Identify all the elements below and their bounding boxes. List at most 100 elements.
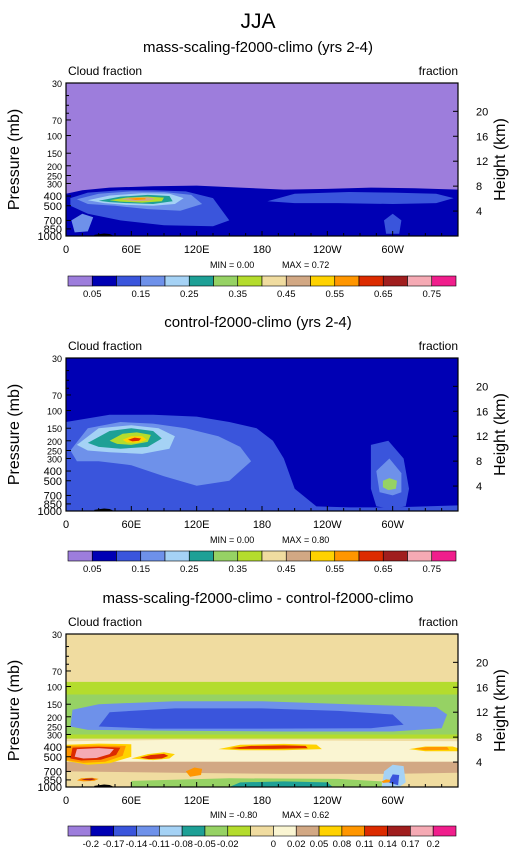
- colorbar-label: 0.45: [277, 289, 296, 300]
- min-label: MIN = -0.80: [210, 810, 257, 820]
- contour-region: [414, 747, 450, 751]
- y-tick-label: 200: [47, 162, 62, 172]
- y-tick-label: 30: [52, 79, 62, 89]
- colorbar-box: [250, 825, 274, 837]
- y-tick-label: 1000: [38, 231, 62, 243]
- colorbar-label: 0.11: [356, 839, 374, 850]
- x-tick-label: 60E: [122, 519, 142, 531]
- terrain-mask: [94, 508, 114, 511]
- right-axis-title: Height (km): [492, 669, 509, 752]
- colorbar-box: [116, 275, 142, 287]
- colorbar-box: [67, 825, 92, 837]
- y-tick-label: 250: [47, 172, 62, 182]
- colorbar-label: -0.17: [103, 839, 125, 850]
- y-tick-label: 500: [44, 476, 62, 488]
- colorbar-label: 0.2: [427, 839, 440, 850]
- colorbar-box: [67, 550, 93, 562]
- y-tick-label: 850: [44, 775, 62, 787]
- colorbar-label: 0.17: [401, 839, 420, 850]
- colorbar-label: -0.2: [83, 839, 99, 850]
- colorbar-box: [188, 550, 214, 562]
- y-tick-label: 300: [47, 179, 62, 189]
- contour-region: [74, 748, 114, 759]
- y-tick-label: 500: [44, 752, 62, 764]
- x-tick-label: 60W: [381, 244, 404, 256]
- left-label: Cloud fraction: [68, 615, 142, 629]
- y-tick-label: 250: [47, 723, 62, 733]
- contour-region: [382, 478, 397, 491]
- left-label: Cloud fraction: [68, 64, 142, 78]
- colorbar-box: [164, 550, 190, 562]
- contour-region: [185, 767, 203, 777]
- colorbar-box: [310, 275, 336, 287]
- left-label: Cloud fraction: [68, 339, 142, 353]
- colorbar-label: 0.65: [374, 289, 393, 300]
- colorbar-label: 0.05: [310, 839, 329, 850]
- y-tick-label: 300: [47, 730, 62, 740]
- colorbar-label: -0.08: [171, 839, 193, 850]
- y-tick-label: 30: [52, 354, 62, 364]
- colorbar-label: 0.08: [333, 839, 352, 850]
- x-tick-label: 180: [253, 795, 271, 807]
- y-tick-label: 400: [44, 466, 62, 478]
- right-tick-label: 20: [476, 657, 488, 669]
- y-tick-label: 150: [47, 424, 62, 434]
- y-tick-label: 30: [52, 630, 62, 640]
- y-axis-title: Pressure (mb): [6, 660, 23, 761]
- right-tick-label: 12: [476, 156, 488, 168]
- max-label: MAX = 0.80: [282, 535, 329, 545]
- colorbar: 0.05 0.15 0.25 0.35 0.45 0.55 0.65 0.75: [67, 275, 457, 300]
- x-tick-label: 60E: [122, 795, 142, 807]
- colorbar-label: 0.75: [423, 289, 442, 300]
- min-label: MIN = 0.00: [210, 535, 254, 545]
- right-tick-label: 4: [476, 481, 482, 493]
- x-tick-label: 120W: [313, 244, 342, 256]
- colorbar-box: [382, 275, 408, 287]
- colorbar-label: -0.02: [217, 839, 239, 850]
- colorbar-box: [431, 275, 457, 287]
- colorbar-box: [213, 275, 239, 287]
- colorbar-box: [387, 825, 411, 837]
- right-tick-label: 16: [476, 131, 488, 143]
- colorbar-box: [116, 550, 142, 562]
- colorbar-box: [310, 550, 336, 562]
- colorbar-box: [140, 275, 166, 287]
- y-tick-label: 850: [44, 499, 62, 511]
- colorbar-label: 0.35: [229, 564, 248, 575]
- y-tick-label: 200: [47, 713, 62, 723]
- panels: mass-scaling-f2000-climo (yrs 2-4)Cloud …: [6, 39, 509, 850]
- right-tick-label: 16: [476, 682, 488, 694]
- colorbar-box: [358, 550, 384, 562]
- colorbar-label: 0.05: [83, 289, 102, 300]
- colorbar-box: [382, 550, 408, 562]
- contour-region: [229, 781, 333, 787]
- x-tick-label: 60W: [381, 795, 404, 807]
- y-tick-label: 100: [47, 683, 62, 693]
- colorbar-label: 0.15: [132, 289, 151, 300]
- contour-region: [128, 197, 146, 200]
- right-tick-label: 16: [476, 406, 488, 418]
- contour-region: [267, 192, 454, 204]
- colorbar: 0.05 0.15 0.25 0.35 0.45 0.55 0.65 0.75: [67, 550, 457, 575]
- right-tick-label: 8: [476, 732, 482, 744]
- colorbar-box: [341, 825, 366, 837]
- x-tick-label: 120W: [313, 519, 342, 531]
- contour-region: [381, 779, 391, 783]
- y-tick-label: 250: [47, 447, 62, 457]
- colorbar-box: [285, 275, 311, 287]
- colorbar-box: [67, 275, 93, 287]
- y-tick-label: 70: [52, 667, 62, 677]
- colorbar-label: -0.14: [126, 839, 148, 850]
- colorbar-box: [227, 825, 251, 837]
- colorbar-box: [237, 550, 263, 562]
- contour-region: [384, 213, 402, 234]
- colorbar-label: 0: [271, 839, 276, 850]
- colorbar-box: [91, 550, 117, 562]
- contour-region: [71, 213, 94, 233]
- x-tick-label: 0: [63, 519, 69, 531]
- panel-title: mass-scaling-f2000-climo (yrs 2-4): [143, 39, 373, 56]
- colorbar-box: [136, 825, 160, 837]
- y-tick-label: 850: [44, 224, 62, 236]
- colorbar-label: 0.75: [423, 564, 442, 575]
